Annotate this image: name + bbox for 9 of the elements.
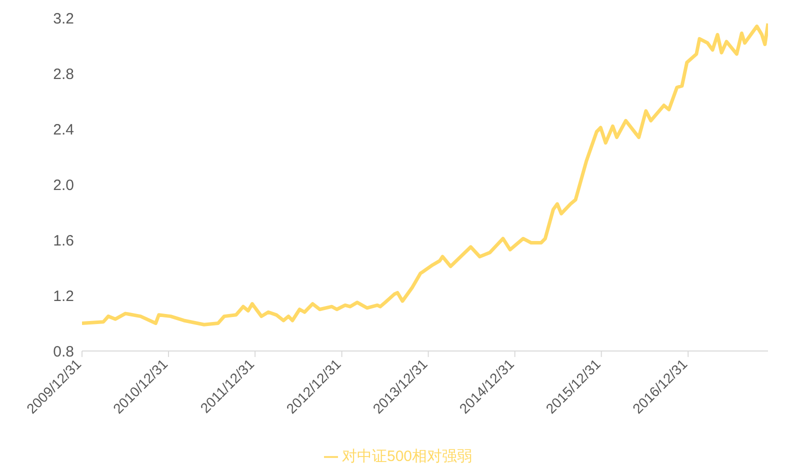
line-series (82, 22, 768, 326)
legend-label: 对中证500相对强弱 (342, 448, 472, 465)
y-tick-label: 2.8 (53, 66, 74, 83)
y-tick-label: 2.0 (53, 176, 74, 194)
y-tick-label: 0.8 (53, 343, 74, 360)
y-tick-label: 2.4 (53, 121, 74, 138)
y-tick-label: 1.6 (53, 232, 74, 250)
y-tick-label: 1.2 (53, 288, 74, 305)
y-tick-label: 3.2 (53, 10, 74, 28)
